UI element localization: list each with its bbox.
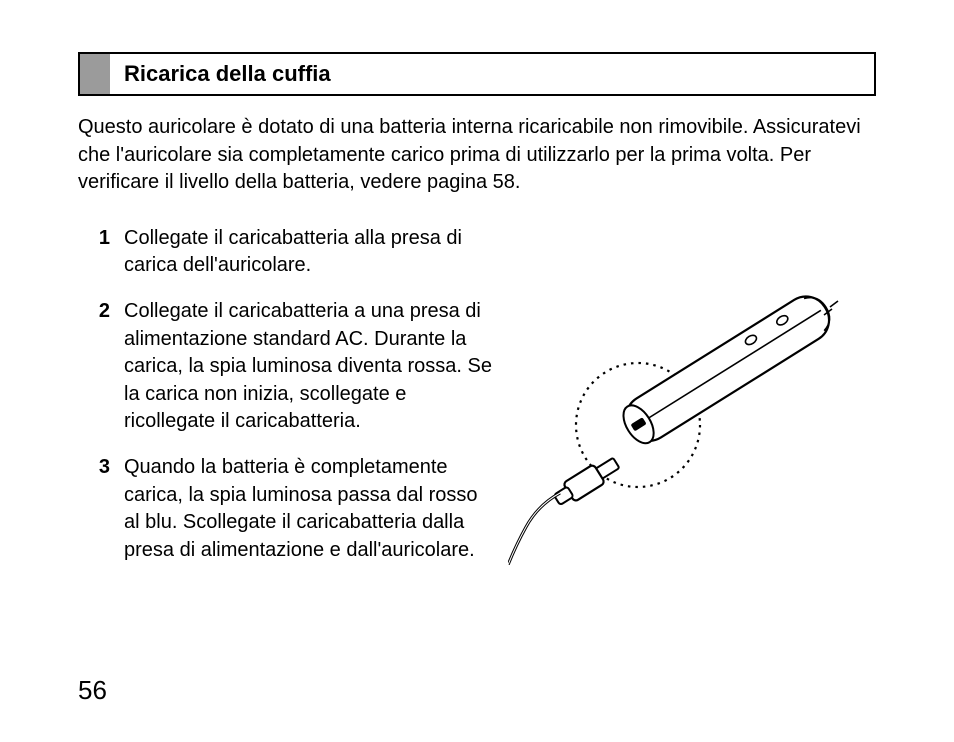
header-tab <box>80 54 110 94</box>
device-svg <box>508 265 868 565</box>
step-text: Quando la batteria è completamente caric… <box>124 454 498 564</box>
step-text: Collegate il caricabatteria a una presa … <box>124 298 498 436</box>
usb-cable-highlight <box>508 493 560 565</box>
section-header: Ricarica della cuffia <box>78 52 876 96</box>
step-text: Collegate il caricabatteria alla presa d… <box>124 225 498 280</box>
step-number: 3 <box>78 454 124 564</box>
usb-plug <box>551 453 622 509</box>
section-title: Ricarica della cuffia <box>110 54 331 94</box>
page-number: 56 <box>78 675 107 706</box>
headset-body <box>616 287 838 449</box>
intro-paragraph: Questo auricolare è dotato di una batter… <box>78 114 876 197</box>
steps-list: 1 Collegate il caricabatteria alla presa… <box>78 225 498 583</box>
charging-illustration <box>498 225 876 583</box>
manual-page: Ricarica della cuffia Questo auricolare … <box>0 0 954 742</box>
step-number: 2 <box>78 298 124 436</box>
step-item: 3 Quando la batteria è completamente car… <box>78 454 498 564</box>
body-row: 1 Collegate il caricabatteria alla presa… <box>78 225 876 583</box>
step-item: 2 Collegate il caricabatteria a una pres… <box>78 298 498 436</box>
step-number: 1 <box>78 225 124 280</box>
usb-cable <box>508 493 560 565</box>
step-item: 1 Collegate il caricabatteria alla presa… <box>78 225 498 280</box>
